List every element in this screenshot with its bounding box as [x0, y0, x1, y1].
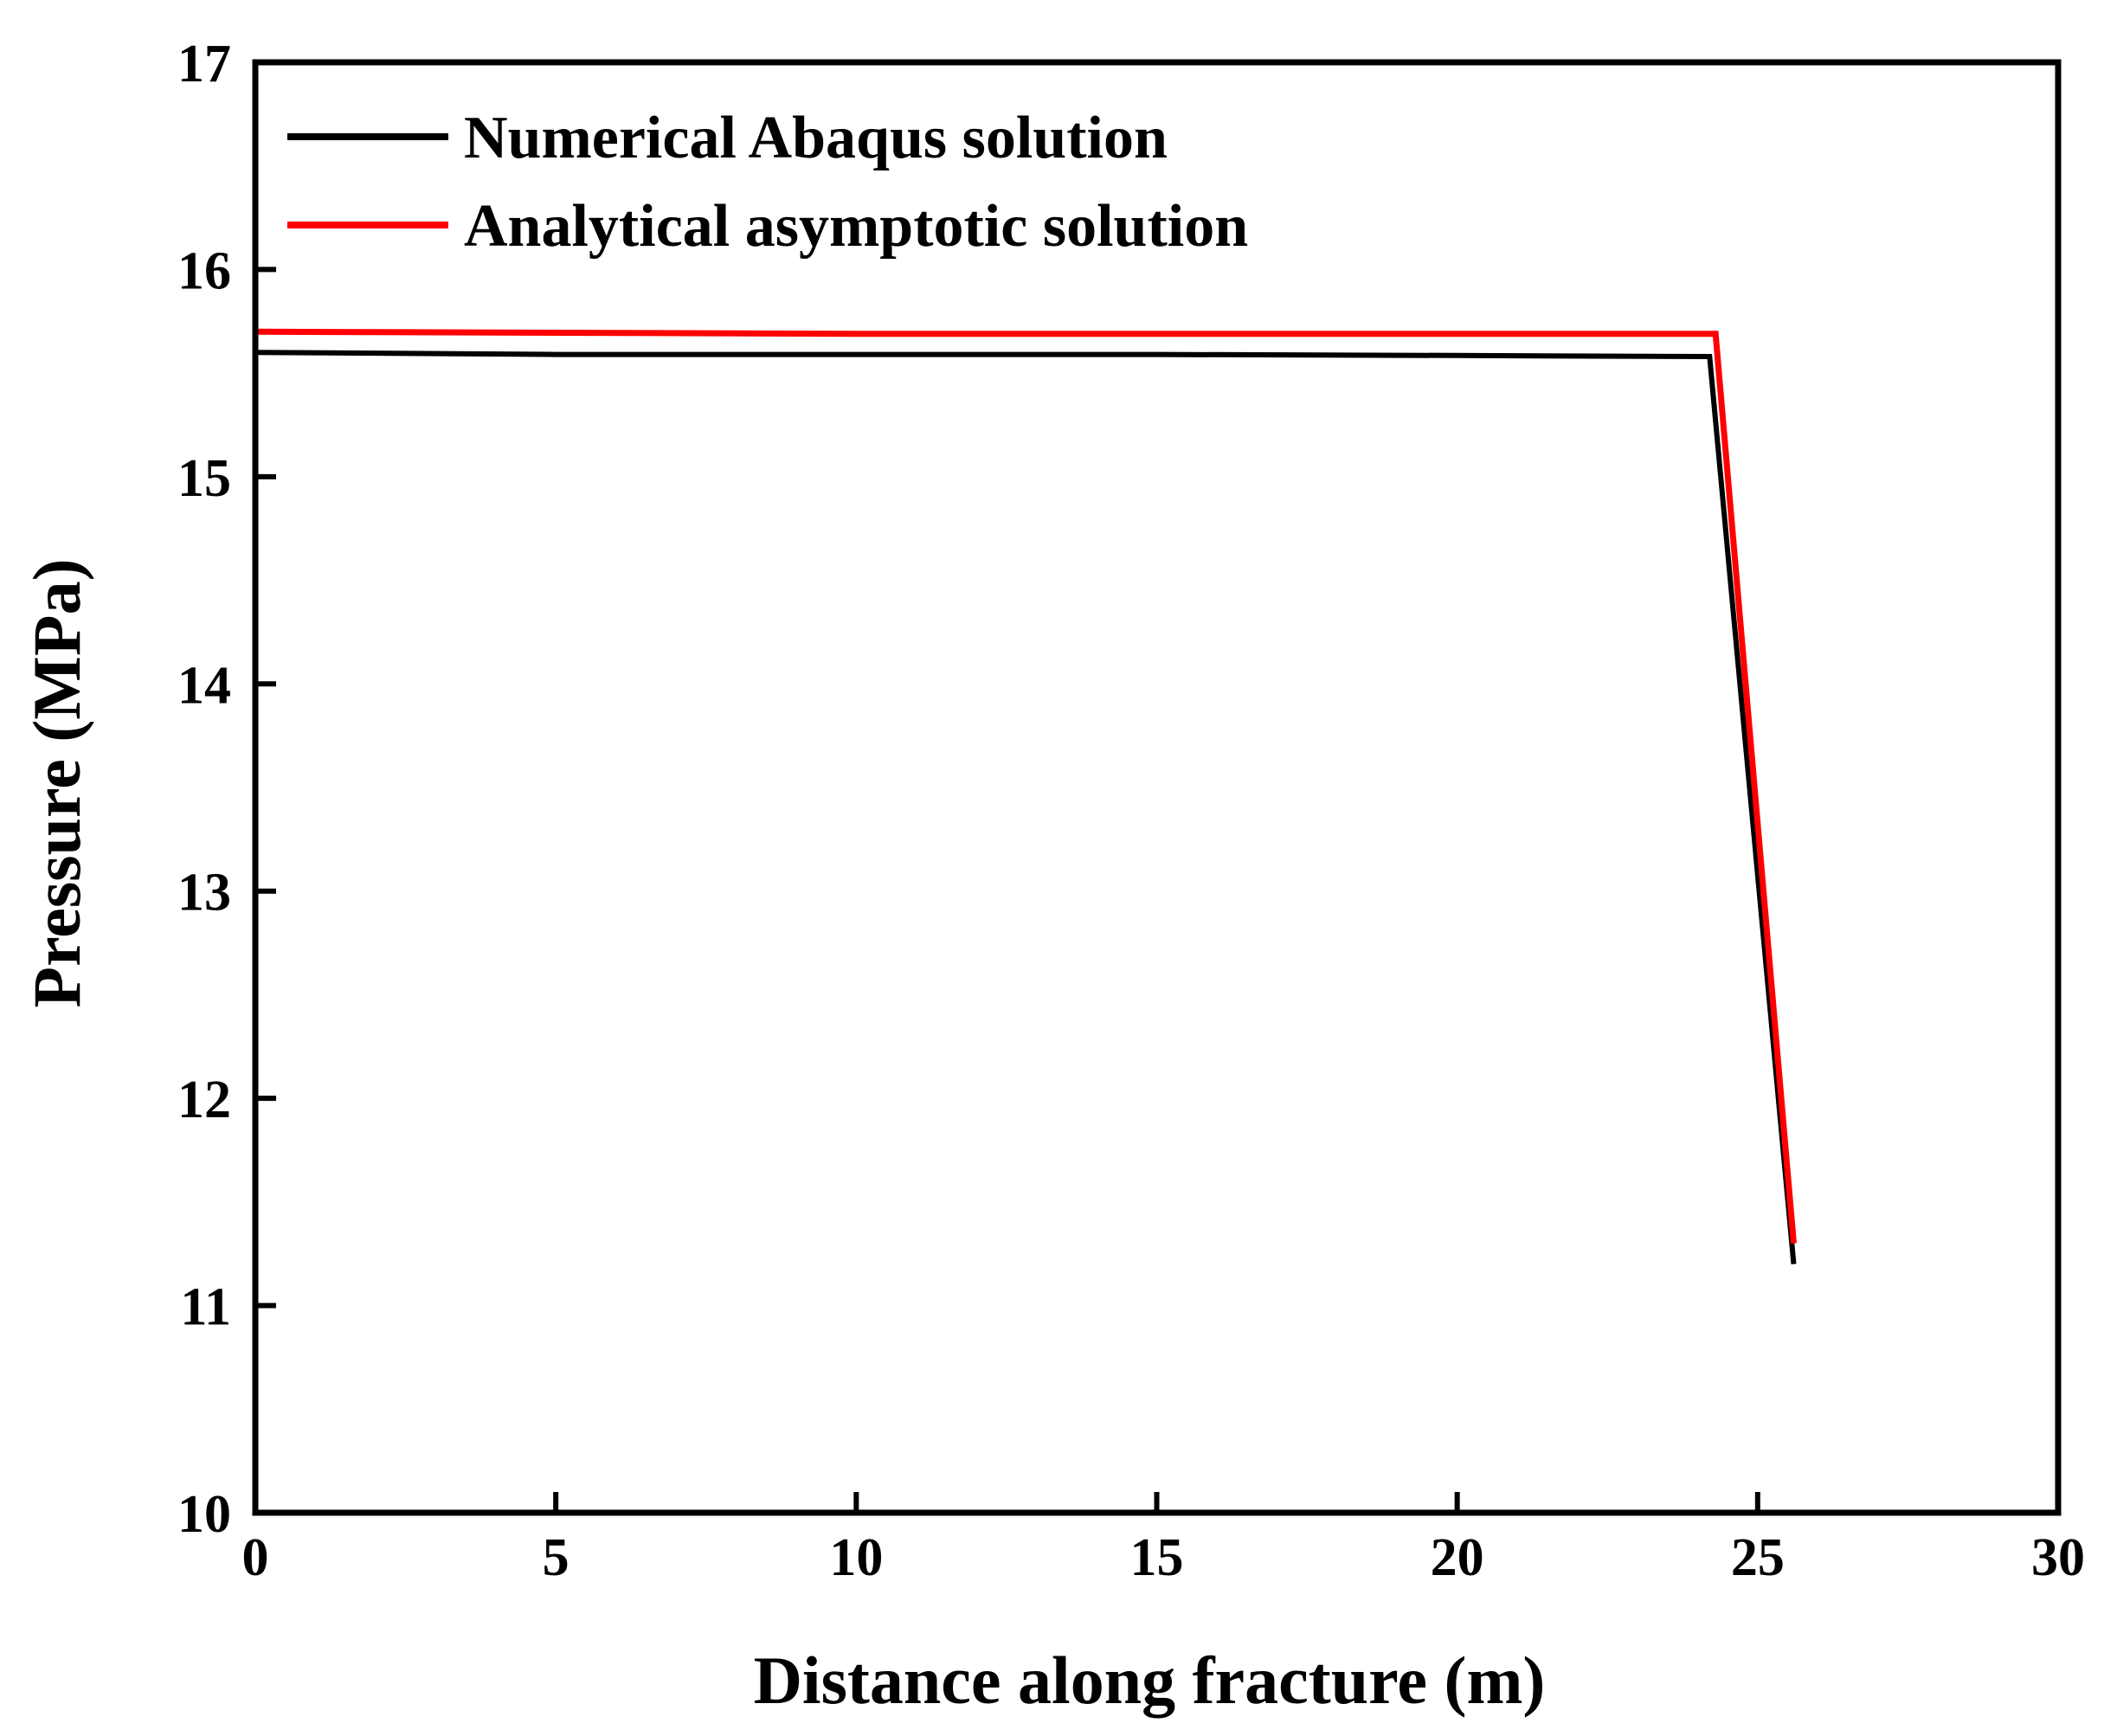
x-tick-label: 5	[543, 1528, 569, 1587]
y-tick-label: 12	[177, 1071, 231, 1129]
series-line-2	[254, 328, 1797, 1244]
y-tick-label: 14	[177, 656, 231, 715]
series-layer	[254, 328, 1797, 1264]
x-axis-title: Distance along fracture (m)	[754, 1643, 1546, 1718]
x-tick-label: 0	[242, 1528, 269, 1587]
x-tick-label: 10	[829, 1528, 883, 1587]
y-tick-label: 10	[177, 1485, 231, 1544]
y-tick-label: 16	[177, 241, 231, 300]
x-tick-label: 25	[1731, 1528, 1785, 1587]
legend-label-1: Numerical Abaqus solution	[464, 105, 1168, 171]
x-tick-label: 20	[1431, 1528, 1484, 1587]
y-axis-title: Pressure (MPa)	[19, 558, 94, 1007]
y-tick-label: 13	[177, 864, 231, 923]
y-tick-label: 11	[180, 1278, 231, 1337]
y-tick-label: 17	[177, 35, 231, 93]
axes-layer: 0 5 10 15 20 25 30 10 11 12 13 14 15 16 17	[177, 35, 2085, 1587]
x-tick-label: 15	[1130, 1528, 1184, 1587]
y-tick-label: 15	[177, 449, 231, 508]
legend: Numerical Abaqus solution Analytical asym…	[287, 105, 1248, 260]
legend-label-2: Analytical asymptotic solution	[464, 193, 1248, 260]
x-tick-label: 30	[2031, 1528, 2085, 1587]
series-line-1	[254, 350, 1797, 1264]
